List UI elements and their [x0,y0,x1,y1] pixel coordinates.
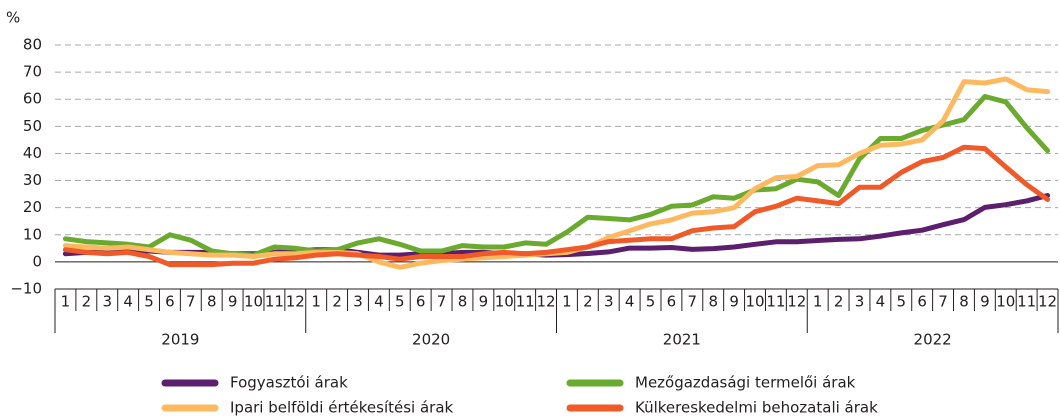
x-tick-label: 6 [917,293,927,311]
x-tick-label: 11 [1017,293,1036,311]
x-tick-label: 4 [123,293,133,311]
year-label: 2019 [161,331,199,349]
y-tick-label: 50 [23,117,42,135]
legend-label: Mezőgazdasági termelői árak [635,374,856,392]
legend-label: Ipari belföldi értékesítési árak [230,399,454,417]
y-axis-label: % [6,9,20,27]
x-tick-label: 8 [458,293,468,311]
x-tick-label: 10 [745,293,764,311]
x-tick-label: 4 [876,293,886,311]
x-tick-label: 8 [708,293,718,311]
x-tick-label: 5 [897,293,907,311]
y-tick-label: 40 [23,144,42,162]
x-tick-label: 2 [82,293,92,311]
y-tick-label: 0 [32,252,42,270]
x-tick-label: 2 [834,293,844,311]
x-tick-label: 5 [395,293,405,311]
x-tick-label: 8 [959,293,969,311]
x-tick-label: 9 [479,293,489,311]
x-tick-label: 3 [102,293,112,311]
y-tick-label: 10 [23,225,42,243]
y-tick-label: 20 [23,198,42,216]
year-label: 2020 [412,331,450,349]
x-tick-label: 6 [165,293,175,311]
x-tick-label: 9 [980,293,990,311]
x-tick-label: 3 [353,293,363,311]
x-tick-label: 7 [437,293,447,311]
legend-label: Fogyasztói árak [230,374,348,392]
x-tick-label: 8 [207,293,217,311]
x-tick-label: 9 [729,293,739,311]
series-line [62,144,1051,268]
x-tick-label: 9 [228,293,238,311]
x-tick-label: 1 [61,293,71,311]
x-tick-label: 7 [688,293,698,311]
x-tick-label: 7 [938,293,948,311]
x-tick-label: 2 [583,293,593,311]
x-tick-label: 10 [244,293,263,311]
series-line [62,193,1051,258]
y-tick-label: 60 [23,90,42,108]
legend-label: Külkereskedelmi behozatali árak [635,399,878,417]
y-tick-label: 80 [23,36,42,54]
x-tick-label: 3 [855,293,865,311]
x-tick-label: 1 [562,293,572,311]
x-tick-label: 3 [604,293,614,311]
x-tick-label: 1 [311,293,321,311]
x-tick-label: 12 [286,293,305,311]
x-tick-label: 5 [646,293,656,311]
y-tick-label: 70 [23,63,42,81]
x-tick-label: 12 [1038,293,1057,311]
x-tick-label: 11 [766,293,785,311]
x-tick-label: 12 [537,293,556,311]
year-label: 2022 [914,331,952,349]
x-tick-label: 11 [265,293,284,311]
x-tick-label: 10 [996,293,1015,311]
y-tick-label: −10 [10,280,42,298]
x-tick-label: 6 [667,293,677,311]
x-tick-label: 2 [332,293,342,311]
x-tick-label: 11 [516,293,535,311]
x-tick-label: 4 [374,293,384,311]
x-tick-label: 1 [813,293,823,311]
x-tick-label: 7 [186,293,196,311]
year-label: 2021 [663,331,701,349]
y-tick-label: 30 [23,171,42,189]
x-tick-label: 4 [625,293,635,311]
x-tick-label: 10 [495,293,514,311]
x-tick-label: 6 [416,293,426,311]
x-tick-label: 5 [144,293,154,311]
x-tick-label: 12 [787,293,806,311]
